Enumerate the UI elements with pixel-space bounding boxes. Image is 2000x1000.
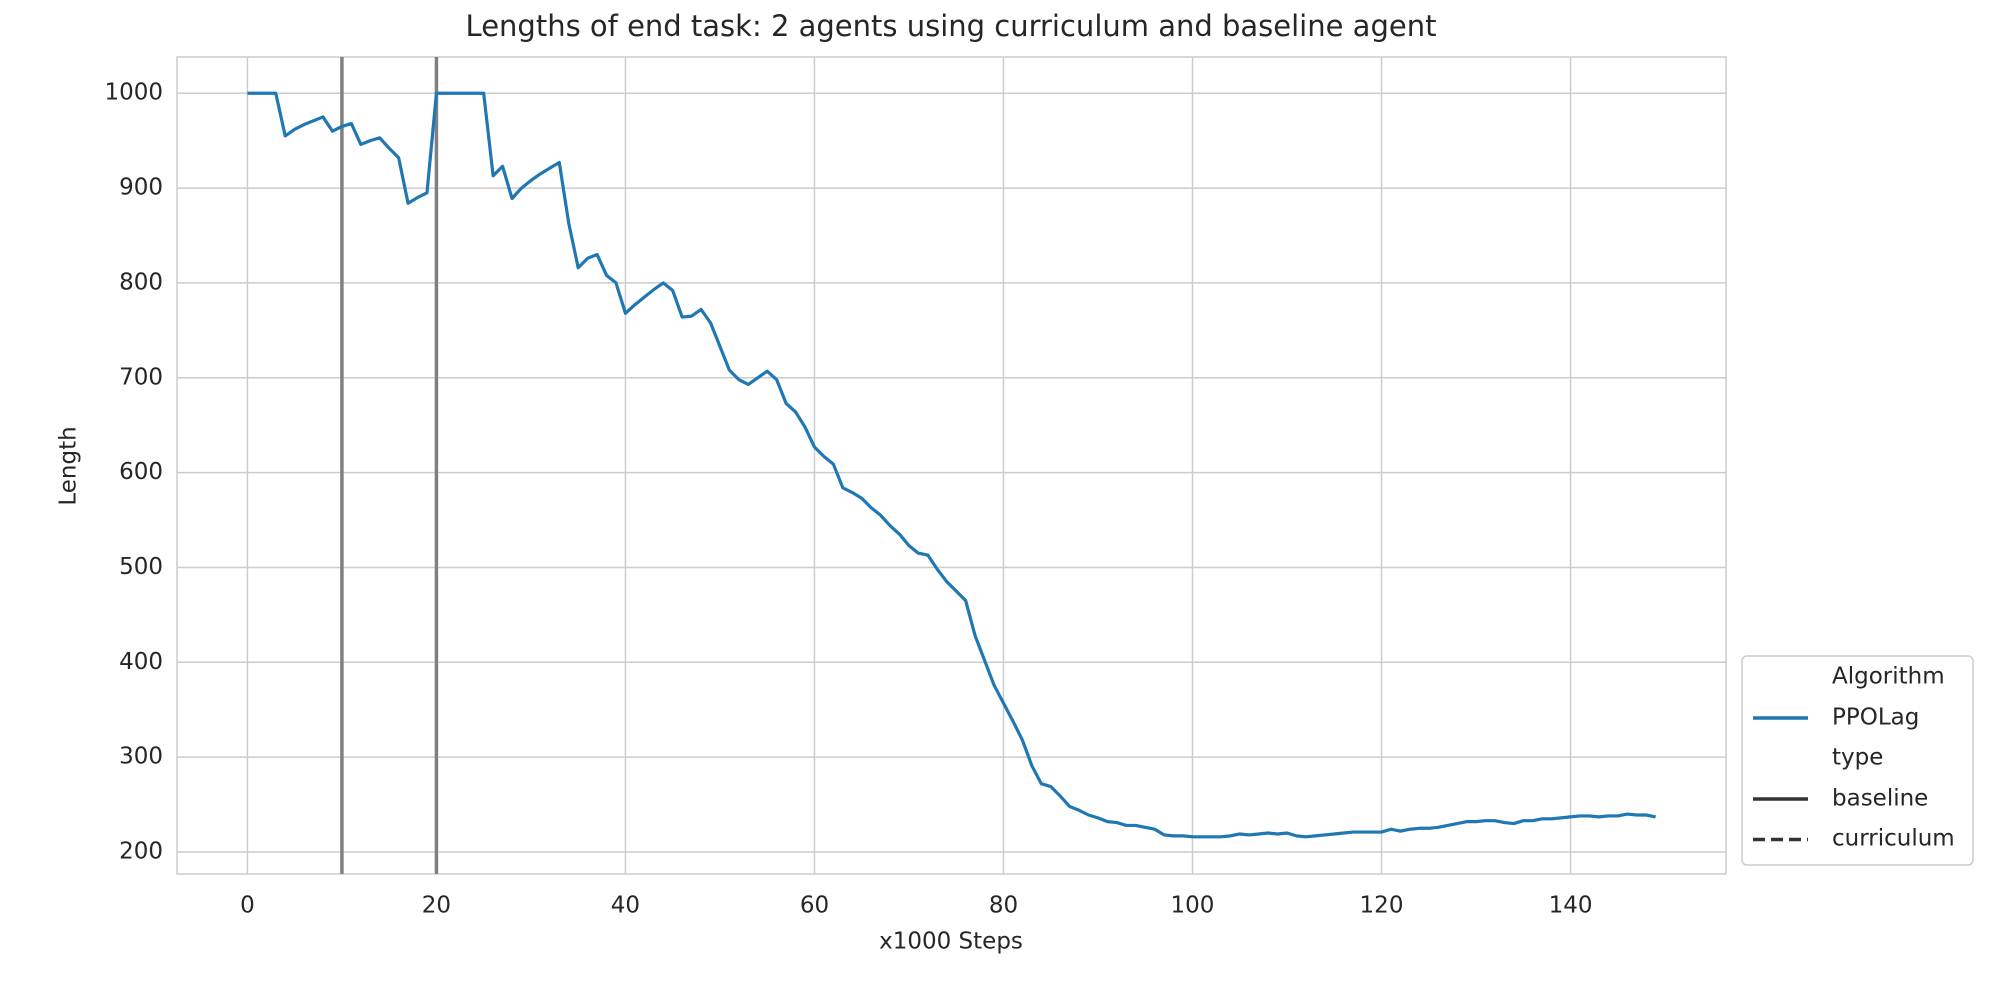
x-tick-label: 140 — [1549, 893, 1593, 919]
legend-label: baseline — [1832, 786, 1928, 812]
y-tick-label: 300 — [119, 744, 163, 770]
y-tick-label: 600 — [119, 459, 163, 485]
x-tick-label: 80 — [989, 893, 1018, 919]
x-axis-label: x1000 Steps — [879, 929, 1023, 955]
chart-title: Lengths of end task: 2 agents using curr… — [466, 9, 1437, 43]
y-axis-label: Length — [56, 426, 82, 505]
y-tick-label: 200 — [119, 838, 163, 864]
plot-frame — [176, 56, 1727, 875]
legend-label: PPOLag — [1832, 705, 1919, 731]
y-tick-label: 1000 — [104, 80, 163, 106]
x-tick-label: 20 — [422, 893, 451, 919]
legend-title: type — [1832, 745, 1883, 771]
data-line — [247, 91, 1656, 839]
legend-box — [1741, 655, 1974, 866]
x-tick-label: 120 — [1360, 893, 1404, 919]
x-tick-label: 40 — [611, 893, 640, 919]
x-tick-label: 100 — [1171, 893, 1215, 919]
x-tick-label: 60 — [800, 893, 829, 919]
y-tick-label: 400 — [119, 649, 163, 675]
y-tick-label: 500 — [119, 554, 163, 580]
legend-title: Algorithm — [1832, 664, 1945, 690]
y-tick-label: 700 — [119, 364, 163, 390]
y-tick-label: 900 — [119, 175, 163, 201]
legend-label: curriculum — [1832, 826, 1955, 852]
x-tick-label: 0 — [240, 893, 255, 919]
y-tick-label: 800 — [119, 269, 163, 295]
legend: Algorithm PPOLag type baseline curriculu… — [1741, 655, 1974, 866]
marks — [247, 57, 1656, 874]
